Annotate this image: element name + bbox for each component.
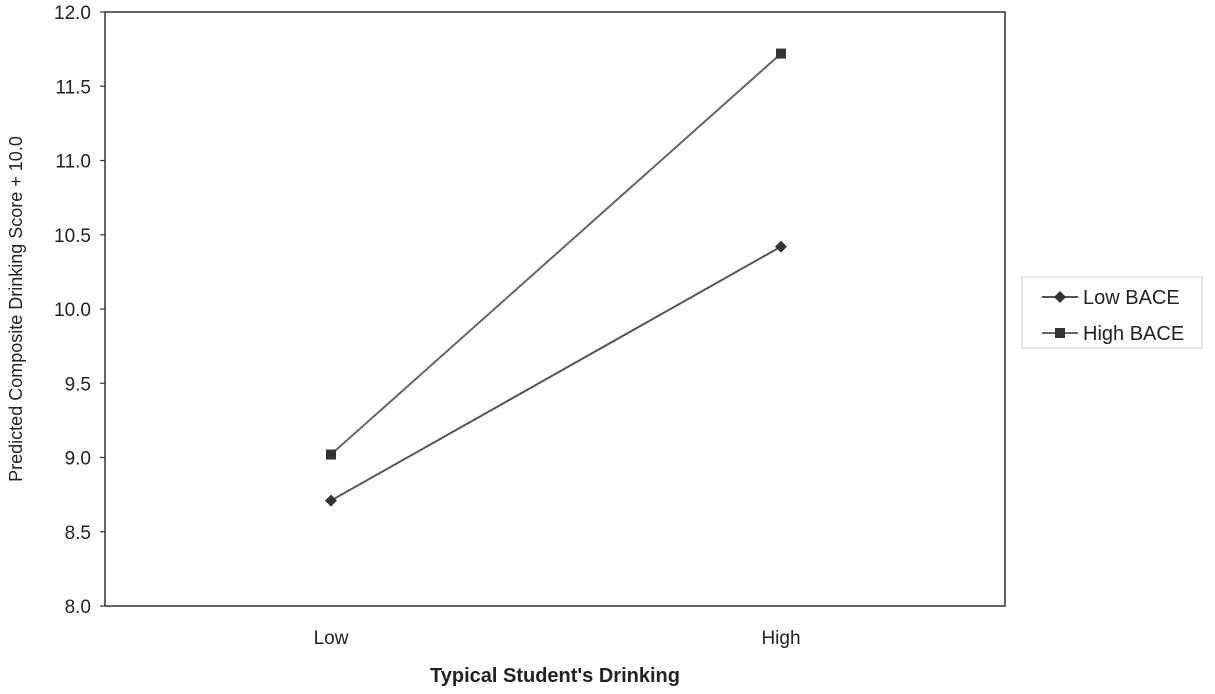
y-tick-label: 8.5 — [65, 523, 91, 544]
y-tick-label: 10.0 — [54, 300, 91, 321]
series-layer — [325, 48, 787, 507]
data-point-high-bace — [776, 48, 786, 59]
y-axis-ticks: 8.0 8.5 9.0 9.5 10.0 10.5 11.0 11.5 12.0 — [54, 3, 105, 618]
x-tick-label: High — [761, 628, 800, 649]
plot-area — [104, 11, 1006, 607]
y-tick-label: 11.0 — [55, 152, 91, 173]
legend: Low BACE High BACE — [1021, 276, 1203, 349]
y-tick-label: 12.0 — [54, 3, 91, 24]
series-low-bace — [325, 240, 787, 507]
series-line-low-bace — [330, 245, 782, 502]
x-tick-label: Low — [314, 628, 349, 649]
y-tick-label: 11.5 — [55, 77, 91, 98]
y-axis-title: Predicted Composite Drinking Score + 10.… — [6, 136, 26, 482]
legend-label: High BACE — [1083, 323, 1184, 345]
legend-swatch-marker — [1055, 328, 1065, 338]
data-point-low-bace — [775, 240, 787, 253]
legend-swatch-marker — [1054, 291, 1066, 303]
y-tick-label: 9.5 — [65, 374, 91, 395]
x-axis-ticks: Low High — [314, 628, 801, 649]
y-tick-label: 10.5 — [54, 226, 91, 247]
legend-item-high-bace: High BACE — [1042, 323, 1184, 345]
x-axis-title: Typical Student's Drinking — [430, 665, 680, 687]
y-tick-label: 9.0 — [65, 449, 91, 470]
data-point-low-bace — [325, 494, 337, 507]
legend-item-low-bace: Low BACE — [1042, 287, 1180, 309]
legend-box — [1021, 276, 1203, 349]
data-point-high-bace — [326, 449, 336, 460]
legend-label: Low BACE — [1083, 287, 1180, 309]
series-high-bace — [326, 48, 786, 460]
series-line-high-bace — [330, 52, 782, 456]
y-tick-label: 8.0 — [65, 597, 91, 618]
